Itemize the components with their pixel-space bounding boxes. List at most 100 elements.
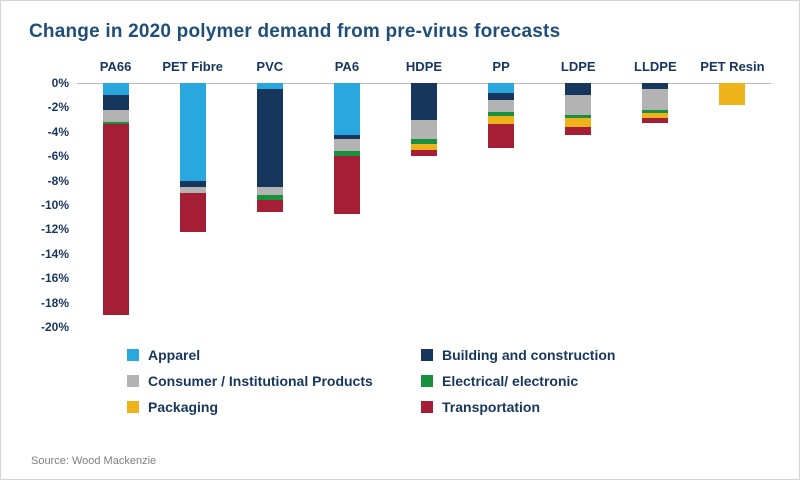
legend-label: Packaging [148,399,219,415]
bar-column: HDPE [385,59,462,315]
y-tick-label: -20% [40,320,69,334]
bar-segment [488,115,515,125]
category-label: PET Resin [700,59,765,74]
legend-label: Apparel [148,347,201,363]
y-tick-label: -2% [47,100,69,115]
bar-segment [488,92,515,101]
bar-segment [410,119,437,140]
bar-segment [256,83,283,90]
y-tick-label: -12% [40,222,69,237]
plot-area: PA66 PET Fibre PVC PA6 HDPE PP LDPE LLDPE PET Re… [77,59,771,315]
bar-segment [565,95,592,115]
bar-segment [719,83,746,105]
legend-label: Electrical/ electronic [442,373,579,389]
source-note: Source: Wood Mackenzie [31,455,157,467]
bar-column: PP [463,59,540,315]
category-label: HDPE [405,59,443,74]
y-axis: 0% -2% -4% -6% -8% -10% -12% -14% -16% -18% -20% [29,76,77,334]
stacked-bar [333,83,360,214]
legend-swatch [421,375,433,387]
stacked-bar [102,83,129,315]
stacked-bar [565,83,592,136]
stacked-bar [410,83,437,157]
stacked-bar [488,83,515,148]
stacked-bar [719,83,746,105]
category-label: PET Fibre [162,59,223,74]
category-label: PP [492,59,510,74]
category-label: PA66 [99,59,132,74]
bar-segment [565,114,592,119]
legend-item: Apparel [127,347,421,363]
category-label: PVC [256,59,284,74]
bar-segment [642,109,669,114]
legend-label: Building and construction [442,347,616,363]
y-tick-label: -10% [40,198,69,212]
bar-segment [179,83,206,181]
bar-segment [333,83,360,136]
category-label: LDPE [560,59,596,74]
bar-segment [179,192,206,232]
bar-segment [565,126,592,136]
legend-swatch [127,349,139,361]
bar-segment [256,200,283,213]
bar-segment [488,124,515,148]
legend-label: Consumer / Institutional Products [148,373,373,389]
y-tick-label: 0% [51,76,69,90]
bar-segment [488,83,515,93]
bar-segment [102,124,129,315]
legend-swatch [421,401,433,413]
bar-segment [179,186,206,193]
y-tick-label: -6% [47,149,69,164]
bar-segment [102,122,129,125]
chart-title: Change in 2020 polymer demand from pre-v… [29,21,561,42]
bar-segment [410,143,437,151]
bar-segment [102,95,129,110]
stacked-bar [179,83,206,232]
bar-segment [642,89,669,110]
bar-segment [565,118,592,127]
y-tick-label: -18% [40,295,69,310]
bar-segment [565,83,592,96]
legend-swatch [127,401,139,413]
bar-column: PVC [231,59,308,315]
bar-segment [410,150,437,157]
legend-item: Packaging [127,399,421,415]
bar-segment [179,180,206,187]
y-tick-label: -14% [40,246,69,261]
bar-segment [333,156,360,214]
bar-segment [256,186,283,196]
y-tick-label: -4% [47,124,69,139]
bar-column: LDPE [540,59,617,315]
bar-segment [642,83,669,90]
stacked-bar-chart: 0% -2% -4% -6% -8% -10% -12% -14% -16% -18% -20% P… [29,59,771,334]
bar-segment [642,113,669,119]
legend-swatch [421,349,433,361]
bar-segment [102,83,129,96]
bar-columns: PA66 PET Fibre PVC PA6 HDPE PP LDPE LLDPE PET Re… [77,59,771,315]
legend-item: Transportation [421,399,771,415]
bar-segment [488,100,515,113]
category-label: PA6 [334,59,360,74]
bar-column: PA6 [308,59,385,315]
legend-item: Electrical/ electronic [421,373,771,389]
category-label: LLDPE [634,59,677,74]
bar-column: PET Resin [694,59,771,315]
stacked-bar [642,83,669,124]
y-tick-label: -8% [47,173,69,188]
bar-segment [333,135,360,140]
legend-label: Transportation [442,399,541,415]
bar-segment [102,109,129,122]
bar-segment [410,139,437,144]
legend-item: Consumer / Institutional Products [127,373,421,389]
legend-swatch [127,375,139,387]
bar-segment [333,151,360,157]
bar-segment [488,112,515,116]
bar-column: PA66 [77,59,154,315]
bar-segment [333,139,360,152]
bar-segment [410,83,437,120]
legend: Apparel Building and construction Consumer… [127,347,771,415]
stacked-bar [256,83,283,213]
legend-item: Building and construction [421,347,771,363]
y-tick-label: -16% [40,271,69,286]
